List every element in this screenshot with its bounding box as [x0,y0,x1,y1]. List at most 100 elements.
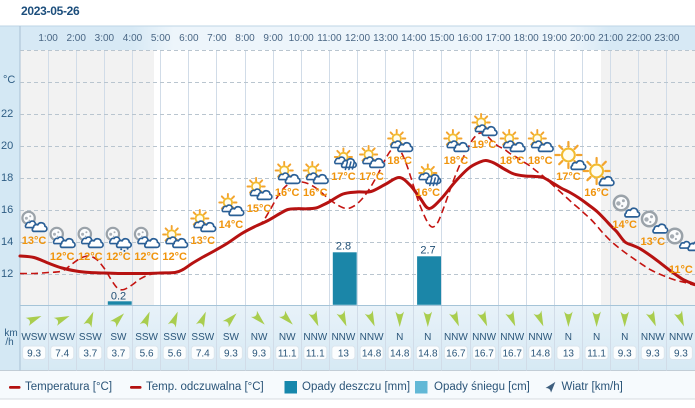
svg-text:3.7: 3.7 [111,349,125,360]
svg-text:2023-05-26: 2023-05-26 [21,4,80,18]
svg-text:NW: NW [251,332,268,343]
svg-text:N: N [424,332,431,343]
svg-text:14.8: 14.8 [390,349,410,360]
svg-text:14.8: 14.8 [531,349,551,360]
svg-text:18°C: 18°C [387,155,412,167]
svg-text:NNW: NNW [444,332,468,343]
svg-text:9.3: 9.3 [27,349,41,360]
svg-text:13°C: 13°C [641,236,666,248]
svg-text:12:00: 12:00 [345,33,370,44]
svg-text:Opady śniegu [cm]: Opady śniegu [cm] [434,381,530,393]
svg-text:12°C: 12°C [50,251,75,263]
svg-text:16.7: 16.7 [474,349,494,360]
svg-text:7.4: 7.4 [196,349,210,360]
svg-text:km: km [4,328,17,339]
svg-text:9.3: 9.3 [618,349,632,360]
svg-text:17°C: 17°C [359,171,384,183]
svg-text:7:00: 7:00 [207,33,227,44]
svg-text:9:00: 9:00 [263,33,283,44]
svg-text:18°C: 18°C [500,155,525,167]
svg-text:NNW: NNW [360,332,384,343]
svg-text:15:00: 15:00 [429,33,454,44]
svg-text:Wiatr [km/h]: Wiatr [km/h] [562,381,623,393]
svg-text:NNW: NNW [528,332,552,343]
svg-text:13: 13 [563,349,575,360]
svg-text:0.2: 0.2 [111,290,126,302]
svg-text:9.3: 9.3 [252,349,266,360]
svg-text:WSW: WSW [21,332,47,343]
svg-text:NW: NW [279,332,296,343]
svg-text:15°C: 15°C [247,203,272,215]
svg-text:SW: SW [110,332,127,343]
svg-text:5.6: 5.6 [140,349,154,360]
svg-text:21:00: 21:00 [598,33,623,44]
svg-text:19°C: 19°C [472,139,497,151]
svg-text:16: 16 [1,204,13,216]
svg-text:18°C: 18°C [444,155,469,167]
svg-text:N: N [565,332,572,343]
svg-text:SSW: SSW [135,332,158,343]
svg-text:11°C: 11°C [669,264,693,276]
svg-text:NNW: NNW [641,332,665,343]
svg-text:16.7: 16.7 [502,349,522,360]
svg-text:2.8: 2.8 [336,241,351,253]
svg-text:16°C: 16°C [584,187,609,199]
svg-text:16:00: 16:00 [457,33,482,44]
svg-text:3:00: 3:00 [95,33,115,44]
svg-text:14:00: 14:00 [401,33,426,44]
svg-text:14.8: 14.8 [362,349,382,360]
svg-text:14: 14 [1,236,13,248]
svg-text:3.7: 3.7 [83,349,97,360]
svg-text:NNW: NNW [303,332,327,343]
svg-text:10:00: 10:00 [289,33,314,44]
svg-text:23:00: 23:00 [654,33,679,44]
svg-text:16°C: 16°C [275,187,300,199]
svg-text:9.3: 9.3 [224,349,238,360]
svg-text:9.3: 9.3 [674,349,688,360]
svg-text:17:00: 17:00 [486,33,511,44]
svg-text:12°C: 12°C [106,251,131,263]
svg-text:22:00: 22:00 [626,33,651,44]
svg-text:2.7: 2.7 [420,245,435,257]
svg-text:NNW: NNW [472,332,496,343]
svg-text:SSW: SSW [191,332,214,343]
svg-text:14°C: 14°C [612,219,637,231]
svg-text:13:00: 13:00 [373,33,398,44]
svg-text:20:00: 20:00 [570,33,595,44]
svg-text:11.1: 11.1 [587,349,606,360]
svg-text:SSW: SSW [79,332,102,343]
svg-text:9.3: 9.3 [646,349,660,360]
svg-text:12°C: 12°C [78,251,103,263]
svg-text:4:00: 4:00 [123,33,143,44]
svg-text:16°C: 16°C [303,187,328,199]
svg-text:Opady deszczu [mm]: Opady deszczu [mm] [302,381,410,393]
svg-text:8:00: 8:00 [235,33,255,44]
svg-text:6:00: 6:00 [179,33,199,44]
svg-text:18: 18 [1,172,13,184]
svg-text:18°C: 18°C [528,155,553,167]
svg-text:16°C: 16°C [416,187,441,199]
svg-text:12°C: 12°C [162,251,187,263]
svg-text:NNW: NNW [669,332,693,343]
svg-text:11.1: 11.1 [278,349,297,360]
svg-text:17°C: 17°C [331,171,356,183]
svg-text:13: 13 [338,349,350,360]
svg-text:WSW: WSW [49,332,75,343]
svg-text:5:00: 5:00 [151,33,171,44]
svg-text:13°C: 13°C [22,235,47,247]
svg-text:NNW: NNW [500,332,524,343]
svg-text:1:00: 1:00 [38,33,58,44]
svg-text:17°C: 17°C [556,171,581,183]
svg-text:NNW: NNW [331,332,355,343]
svg-text:SW: SW [223,332,240,343]
svg-text:SSW: SSW [163,332,186,343]
svg-text:N: N [621,332,628,343]
svg-text:18:00: 18:00 [514,33,539,44]
svg-text:2:00: 2:00 [66,33,86,44]
svg-text:19:00: 19:00 [542,33,567,44]
svg-text:11.1: 11.1 [306,349,325,360]
svg-text:16.7: 16.7 [446,349,466,360]
svg-text:11:00: 11:00 [317,33,342,44]
svg-text:14°C: 14°C [219,219,244,231]
svg-text:N: N [396,332,403,343]
